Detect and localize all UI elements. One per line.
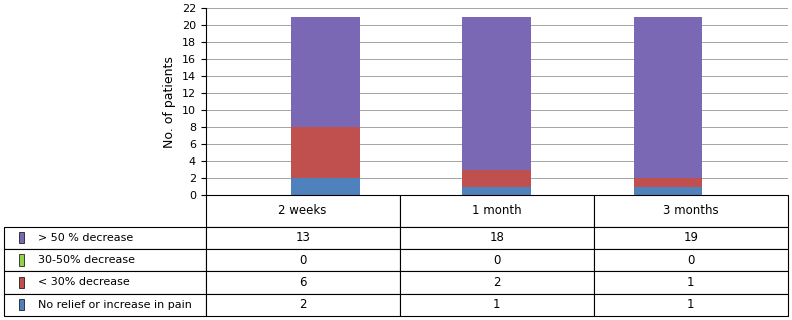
Bar xyxy=(19,232,25,243)
Bar xyxy=(291,127,360,178)
Bar xyxy=(634,178,703,187)
Bar xyxy=(463,187,531,195)
Bar xyxy=(463,170,531,187)
Bar xyxy=(463,17,531,170)
Bar xyxy=(19,277,25,288)
Bar xyxy=(19,299,25,310)
Bar xyxy=(634,187,703,195)
Bar xyxy=(19,254,25,266)
Bar xyxy=(291,17,360,127)
Y-axis label: No. of patients: No. of patients xyxy=(163,56,176,148)
Bar xyxy=(291,178,360,195)
Bar xyxy=(634,17,703,178)
